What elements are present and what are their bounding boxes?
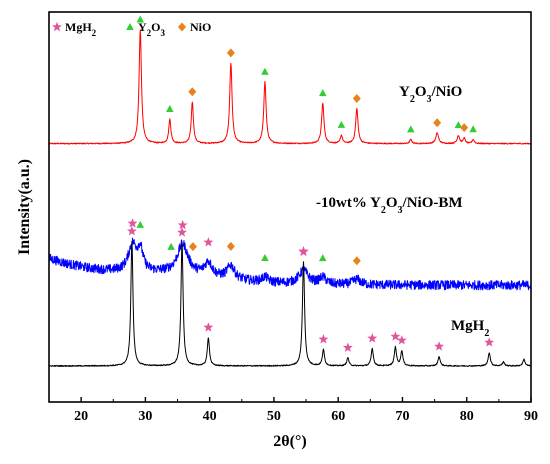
- peak-marker-triangle: [167, 242, 175, 250]
- series-label-2: -10wt% Y2O3/NiO-BM: [316, 195, 463, 216]
- x-tick-label: 90: [524, 409, 538, 424]
- x-axis-ticks: 20 30 40 50 60 70 80 90: [48, 397, 538, 424]
- peak-marker-triangle: [318, 89, 327, 97]
- series-label-1: Y2O3/NiO: [399, 84, 462, 105]
- peak-marker-star: [342, 342, 353, 352]
- series-label-3: MgH2: [451, 318, 489, 339]
- peak-marker-star: [396, 335, 407, 345]
- x-tick-label: 30: [138, 409, 152, 424]
- peak-marker-star: [177, 227, 187, 237]
- peak-marker-triangle: [261, 254, 269, 262]
- peak-marker-star: [203, 322, 214, 332]
- legend-label-3: NiO: [190, 20, 211, 34]
- legend-label-1: MgH2: [65, 20, 97, 38]
- peak-marker-diamond: [226, 241, 235, 251]
- peak-marker-triangle: [261, 67, 269, 75]
- x-axis-title: 2θ(°): [273, 433, 306, 450]
- legend-label-2: Y2O3: [138, 20, 166, 38]
- series-line-3: [48, 241, 532, 367]
- peak-marker-diamond: [460, 123, 469, 133]
- peak-markers: [126, 15, 495, 352]
- peak-marker-triangle: [337, 120, 346, 128]
- peak-marker-diamond: [188, 242, 197, 252]
- peak-marker-star: [126, 225, 137, 236]
- peak-marker-star: [390, 331, 401, 341]
- legend-marker-star: [52, 21, 62, 32]
- peak-marker-star: [434, 341, 445, 351]
- plot-series: [48, 29, 532, 367]
- legend: MgH2 Y2O3 NiO: [52, 20, 211, 38]
- peak-marker-triangle: [469, 125, 477, 133]
- peak-marker-diamond: [188, 87, 197, 97]
- peak-marker-triangle: [136, 15, 145, 23]
- peak-marker-diamond: [352, 256, 361, 266]
- peak-marker-diamond: [433, 118, 442, 128]
- series-line-2: [48, 237, 532, 291]
- peak-marker-triangle: [318, 254, 327, 262]
- x-tick-label: 20: [74, 409, 88, 424]
- peak-marker-star: [203, 237, 214, 247]
- peak-marker-triangle: [166, 104, 174, 112]
- legend-marker-triangle: [126, 23, 134, 30]
- y-axis-title: Intensity(a.u.): [16, 159, 33, 255]
- peak-marker-star: [177, 219, 188, 230]
- peak-marker-star: [127, 218, 138, 228]
- x-tick-label: 40: [203, 409, 217, 424]
- x-tick-label: 60: [331, 409, 345, 424]
- series-labels: Y2O3/NiO -10wt% Y2O3/NiO-BM MgH2: [316, 84, 489, 339]
- x-tick-label: 50: [267, 409, 281, 424]
- x-tick-label: 80: [460, 409, 474, 424]
- x-tick-label: 70: [395, 409, 409, 424]
- peak-marker-triangle: [407, 125, 415, 133]
- peak-marker-diamond: [226, 48, 235, 58]
- peak-marker-diamond: [352, 94, 361, 104]
- peak-marker-triangle: [136, 220, 145, 228]
- plot-frame: [48, 11, 532, 403]
- peak-marker-star: [298, 246, 309, 256]
- legend-marker-diamond: [178, 22, 186, 32]
- series-line-1: [48, 29, 532, 145]
- peak-marker-star: [318, 334, 329, 344]
- peak-marker-star: [367, 333, 378, 343]
- peak-marker-star: [484, 337, 495, 347]
- peak-marker-triangle: [454, 121, 463, 129]
